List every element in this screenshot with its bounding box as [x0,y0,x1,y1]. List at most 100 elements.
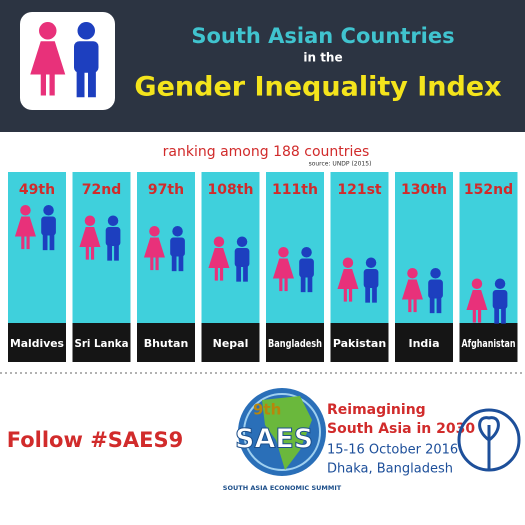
woman-leg [220,268,224,281]
man-leg [171,255,177,272]
woman-leg [408,299,412,313]
man-body [234,248,250,267]
saes-logo: 9th SAES SOUTH ASIA ECONOMIC SUMMIT [223,388,342,492]
country-name: Bhutan [144,337,189,350]
country-name: Sri Lanka [75,337,129,350]
man-body [428,279,443,299]
country-name: Pakistan [333,337,386,350]
woman-body [337,269,359,289]
man-head [107,215,119,226]
man-body [41,216,56,236]
man-leg [243,265,248,282]
man-leg [429,297,435,314]
label-bar [330,323,389,362]
woman-head [39,22,57,40]
gender-icon [30,22,99,98]
woman-head [84,215,96,226]
man-body [299,258,314,278]
partner-mark [478,416,500,470]
man-leg [42,234,48,251]
man-leg [300,276,306,293]
woman-leg [150,257,154,271]
figure-pair [79,215,121,261]
partner-logo [457,408,521,472]
man-leg [501,307,506,324]
country-name: Afghanistan [462,337,516,350]
woman-body [208,248,230,268]
woman-leg [472,310,476,323]
man-leg [49,234,55,251]
rank: 72nd [82,182,121,198]
woman-leg [85,247,89,260]
woman-head [342,257,354,268]
logo-edition: 9th [253,401,281,419]
man-leg [114,244,119,261]
man-head [365,257,377,268]
event-line1: Reimagining [327,402,426,418]
title-line3: Gender Inequality Index [134,72,501,103]
woman-leg [279,278,283,292]
man-body [74,41,99,73]
hashtag: Follow #SAES9 [7,428,184,452]
rank: 152nd [464,182,513,198]
event-date: 15-16 October 2016 [327,443,458,458]
man-head [236,236,248,247]
logo-arc-text: SOUTH ASIA ECONOMIC SUMMIT [223,484,342,492]
man-leg [307,276,313,293]
label-bar [395,323,453,362]
figure-pair [272,247,314,293]
woman-leg [21,236,25,250]
subtitle: ranking among 188 countries [163,144,370,160]
man-leg [88,71,96,98]
man-head [77,22,95,40]
woman-head [149,226,160,237]
figure-pair [337,257,379,303]
man-head [172,226,183,237]
figure-pair [14,205,56,251]
woman-head [20,205,31,216]
event-line2: South Asia in 2030 [327,421,475,437]
label-bar [266,323,324,362]
label-bar [72,323,131,362]
man-head [494,278,506,289]
country-name: Nepal [213,337,249,350]
woman-leg [413,299,417,313]
woman-head [213,236,225,247]
woman-body [30,41,66,75]
woman-body [272,258,294,279]
man-head [430,268,441,279]
man-body [170,237,185,257]
country-name: India [409,337,440,350]
man-body [492,290,508,309]
woman-leg [478,310,482,323]
header-icon-box [20,12,115,110]
woman-leg [49,74,55,96]
figure-pair [466,278,508,324]
figure-pair [30,22,99,98]
label-bar [137,323,195,362]
source: source: UNDP (2015) [309,161,372,168]
event-place: Dhaka, Bangladesh [327,462,453,477]
woman-leg [343,289,347,302]
label-bar [201,323,260,362]
figure-pair [401,268,443,314]
woman-head [407,268,418,279]
rank: 111th [272,182,318,198]
woman-body [143,237,165,258]
man-leg [494,307,499,324]
map-shape [262,396,312,470]
man-head [43,205,54,216]
rank: 49th [19,182,55,198]
label-bar [8,323,66,362]
rank: 108th [208,182,254,198]
man-leg [365,286,370,303]
woman-leg [40,74,46,96]
man-body [363,269,379,288]
woman-leg [214,268,218,281]
woman-leg [155,257,159,271]
country-name: Maldives [10,337,64,350]
rank: 130th [401,182,447,198]
man-head [301,247,312,258]
woman-body [466,290,488,310]
